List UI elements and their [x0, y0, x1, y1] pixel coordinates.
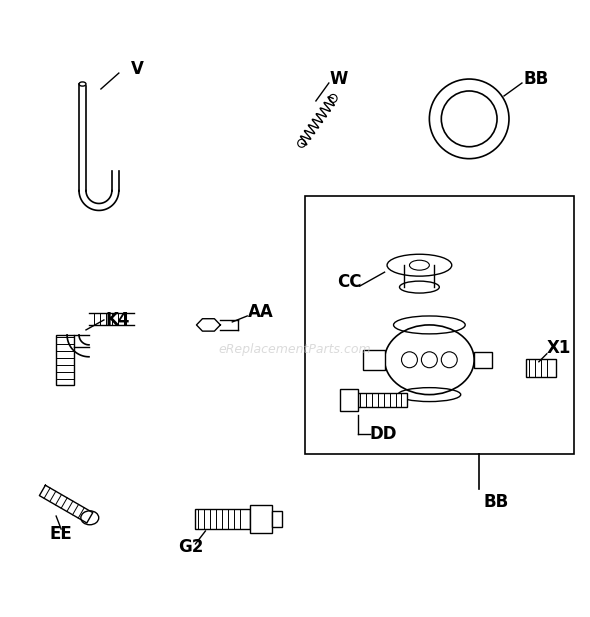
Bar: [56, 335, 74, 384]
Bar: [195, 509, 250, 529]
Text: V: V: [131, 60, 143, 78]
Text: AA: AA: [248, 303, 274, 321]
Text: CC: CC: [337, 273, 361, 291]
Text: BB: BB: [483, 493, 509, 511]
Text: W: W: [330, 70, 348, 88]
Text: eReplacementParts.com: eReplacementParts.com: [219, 343, 371, 356]
Bar: [305, 196, 573, 454]
Bar: [272, 511, 282, 527]
Bar: [340, 389, 358, 410]
Bar: [250, 505, 272, 533]
Text: DD: DD: [370, 426, 397, 444]
Text: EE: EE: [49, 525, 72, 543]
Text: BB: BB: [524, 70, 549, 88]
Text: K4: K4: [106, 311, 130, 329]
Text: X1: X1: [547, 339, 571, 357]
Bar: [358, 392, 408, 407]
Bar: [363, 350, 385, 370]
Bar: [526, 358, 556, 377]
Text: G2: G2: [179, 538, 204, 556]
Bar: [474, 352, 492, 368]
